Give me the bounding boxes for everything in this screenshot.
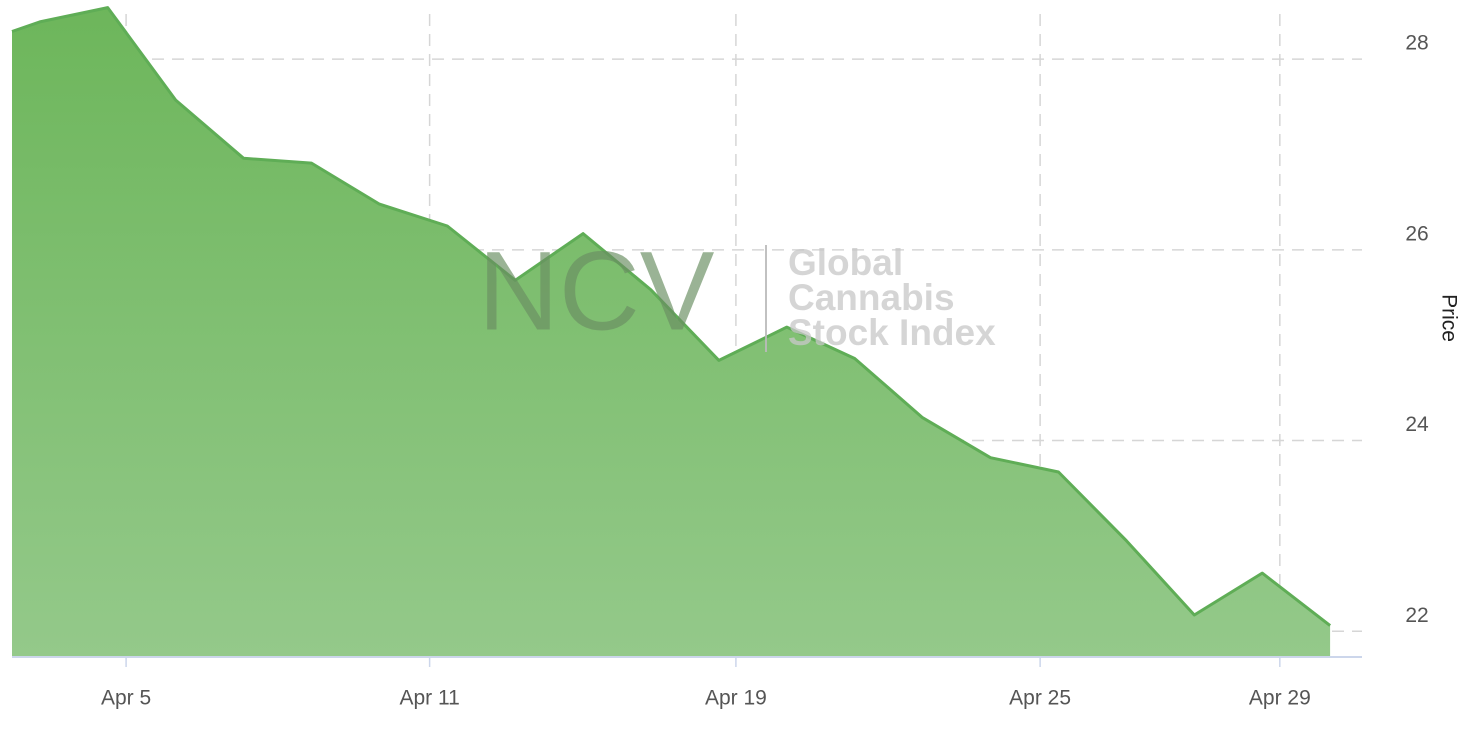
y-tick-label: 28 — [1405, 32, 1428, 55]
y-tick-label: 22 — [1405, 604, 1428, 627]
x-tick-label: Apr 11 — [399, 687, 459, 710]
y-axis-label: Price — [1437, 294, 1460, 342]
watermark-text: Cannabis — [788, 277, 955, 318]
area-fill — [12, 7, 1331, 658]
x-tick-label: Apr 25 — [1009, 687, 1071, 710]
watermark-logo: NCV — [478, 229, 715, 354]
area-line — [11, 6, 1332, 627]
x-tick-label: Apr 5 — [101, 687, 151, 710]
x-tick-label: Apr 19 — [705, 687, 767, 710]
watermark-text: Stock Index — [788, 312, 996, 353]
y-tick-label: 24 — [1405, 413, 1429, 436]
x-tick-label: Apr 29 — [1249, 687, 1311, 710]
watermark: NCV Global Cannabis Stock Index — [478, 229, 996, 354]
plot — [11, 6, 1332, 658]
y-tick-label: 26 — [1405, 222, 1428, 245]
watermark-text: Global — [788, 242, 903, 283]
